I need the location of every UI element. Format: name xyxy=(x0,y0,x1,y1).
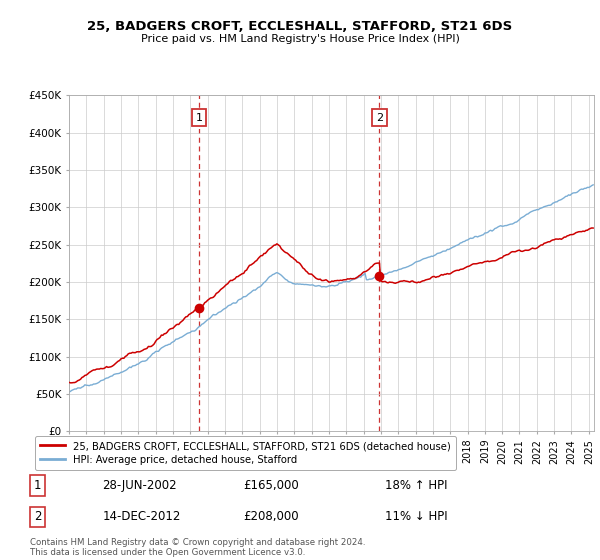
Legend: 25, BADGERS CROFT, ECCLESHALL, STAFFORD, ST21 6DS (detached house), HPI: Average: 25, BADGERS CROFT, ECCLESHALL, STAFFORD,… xyxy=(35,436,456,470)
Text: 2: 2 xyxy=(34,510,41,524)
Text: £165,000: £165,000 xyxy=(244,479,299,492)
Text: 1: 1 xyxy=(34,479,41,492)
Text: Contains HM Land Registry data © Crown copyright and database right 2024.
This d: Contains HM Land Registry data © Crown c… xyxy=(30,538,365,557)
Text: 2: 2 xyxy=(376,113,383,123)
Text: 28-JUN-2002: 28-JUN-2002 xyxy=(103,479,177,492)
Text: 25, BADGERS CROFT, ECCLESHALL, STAFFORD, ST21 6DS: 25, BADGERS CROFT, ECCLESHALL, STAFFORD,… xyxy=(88,20,512,32)
Text: 1: 1 xyxy=(196,113,202,123)
Text: 14-DEC-2012: 14-DEC-2012 xyxy=(103,510,181,524)
Text: 18% ↑ HPI: 18% ↑ HPI xyxy=(385,479,447,492)
Text: £208,000: £208,000 xyxy=(244,510,299,524)
Text: 11% ↓ HPI: 11% ↓ HPI xyxy=(385,510,447,524)
Text: Price paid vs. HM Land Registry's House Price Index (HPI): Price paid vs. HM Land Registry's House … xyxy=(140,34,460,44)
